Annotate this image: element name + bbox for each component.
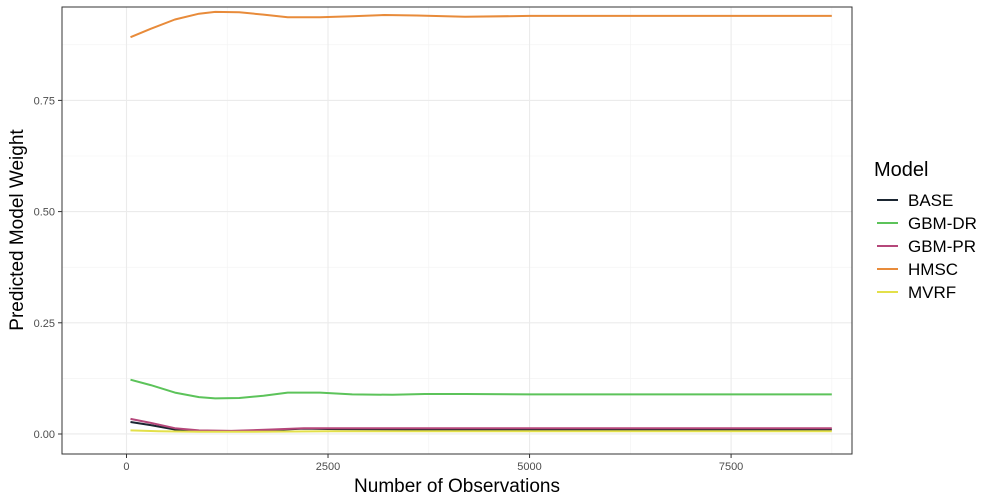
- y-tick-label: 0.00: [34, 429, 55, 441]
- series-lines: [130, 10, 832, 433]
- plot-border: [61, 6, 853, 455]
- x-axis: 0 2500 5000 7500: [123, 454, 743, 473]
- x-tick-label: 5000: [517, 461, 541, 473]
- series-line-gbm-dr: [130, 378, 832, 400]
- legend-items: BASE GBM-DR GBM-PR HMSC MVRF: [877, 191, 977, 302]
- y-tick-label: 0.25: [34, 318, 55, 330]
- y-axis-title: Predicted Model Weight: [7, 129, 28, 331]
- y-axis: 0.00 0.25 0.50 0.75: [34, 95, 62, 441]
- series-line-gbm-pr: [130, 417, 832, 432]
- grid-lines: [62, 7, 852, 454]
- legend-label-hmsc: HMSC: [908, 260, 958, 279]
- series-line-hmsc: [130, 10, 832, 39]
- legend-title: Model: [874, 159, 928, 181]
- series-line-mvrf: [130, 429, 832, 433]
- legend: Model BASE GBM-DR GBM-PR HMSC MVRF: [874, 159, 977, 302]
- y-tick-label: 0.50: [34, 207, 55, 219]
- legend-label-gbm-pr: GBM-PR: [908, 237, 976, 256]
- plot-background: [62, 7, 852, 454]
- x-tick-label: 7500: [719, 461, 743, 473]
- legend-label-gbm-dr: GBM-DR: [908, 214, 977, 233]
- x-tick-label: 0: [123, 461, 129, 473]
- y-tick-label: 0.75: [34, 95, 55, 107]
- x-axis-title: Number of Observations: [354, 476, 560, 497]
- legend-label-base: BASE: [908, 191, 953, 210]
- x-tick-label: 2500: [316, 461, 340, 473]
- legend-label-mvrf: MVRF: [908, 283, 956, 302]
